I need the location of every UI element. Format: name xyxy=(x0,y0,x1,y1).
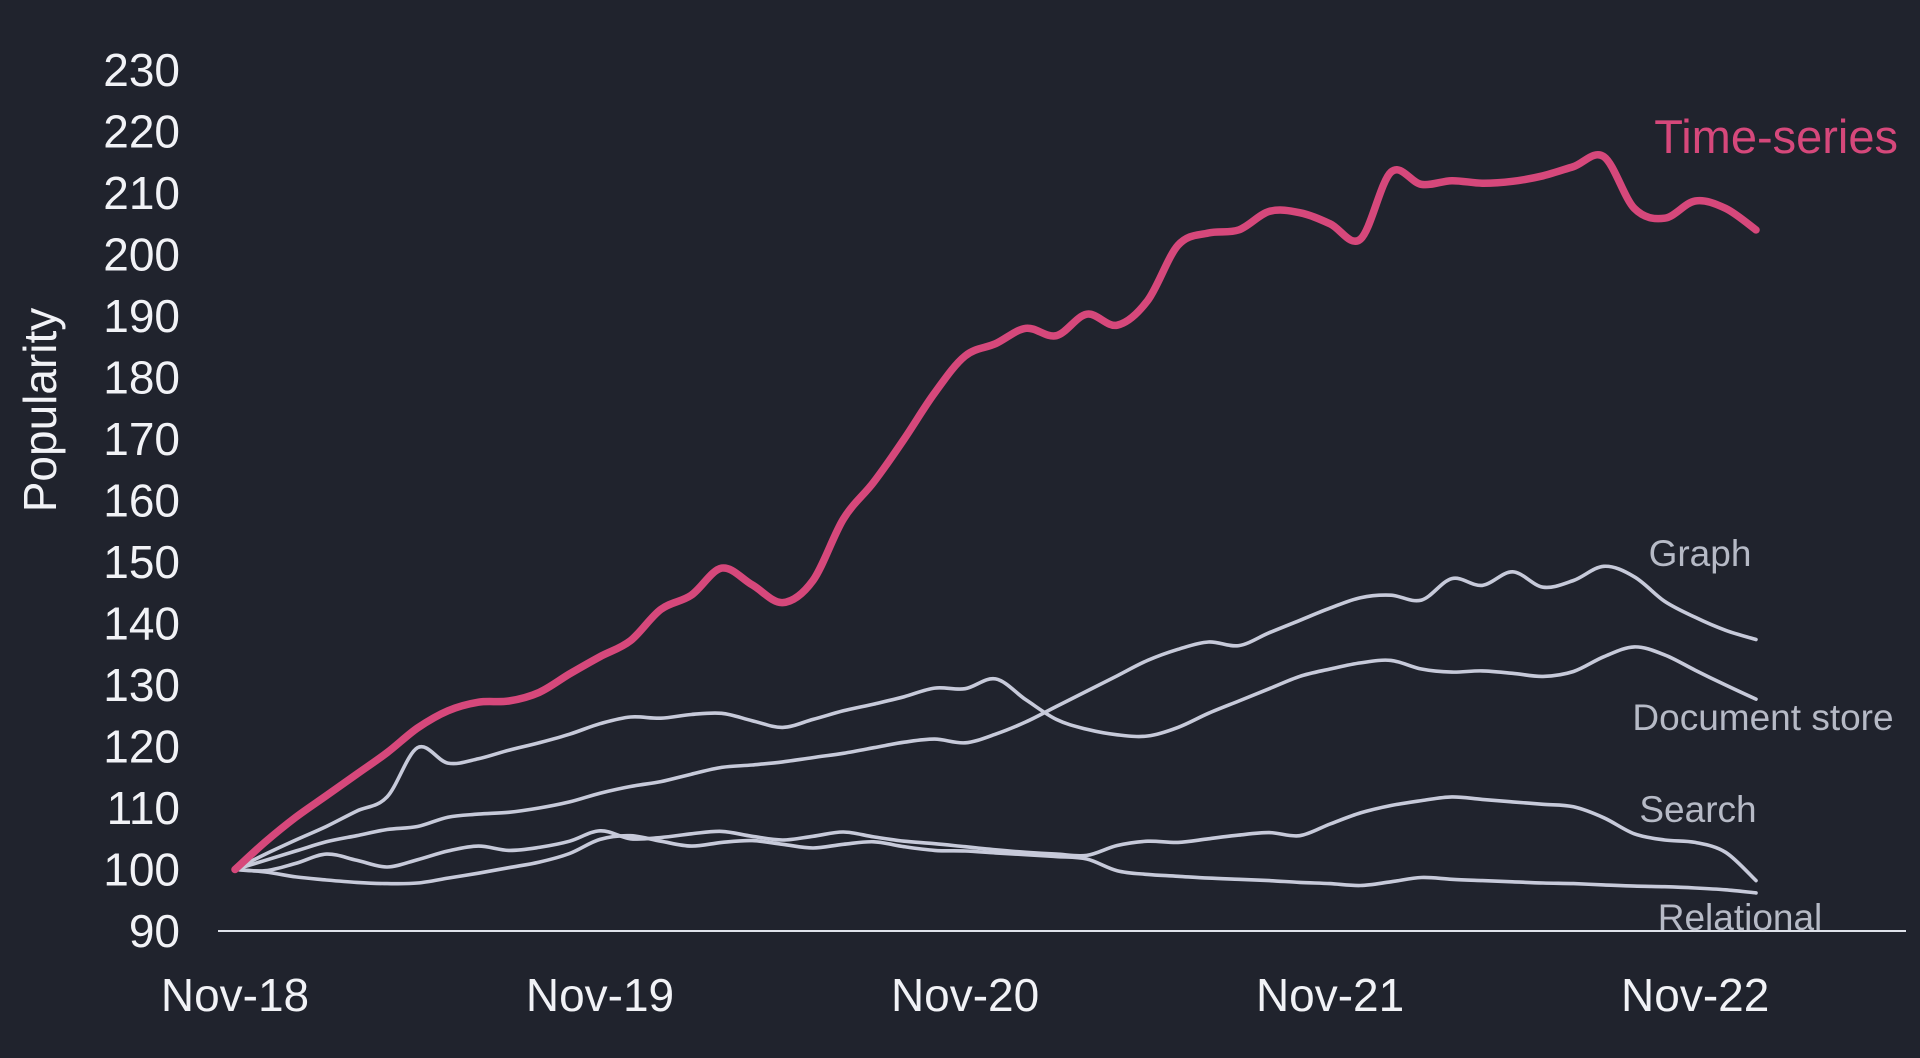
x-tick-label: Nov-20 xyxy=(891,969,1039,1021)
y-axis-title: Popularity xyxy=(14,308,66,513)
y-tick-label: 170 xyxy=(103,413,180,465)
x-tick-label: Nov-21 xyxy=(1256,969,1404,1021)
document-store-line xyxy=(233,645,1758,872)
timeseries-line xyxy=(231,151,1760,874)
y-tick-label: 220 xyxy=(103,106,180,158)
relational-label: Relational xyxy=(1658,897,1823,938)
y-tick-label: 90 xyxy=(129,905,180,957)
y-tick-label: 140 xyxy=(103,598,180,650)
document-store-label: Document store xyxy=(1632,697,1893,738)
series-labels: Graph Document store Search Relational Time-… xyxy=(1632,110,1898,938)
graph-line xyxy=(233,564,1758,872)
y-tick-label: 210 xyxy=(103,167,180,219)
relational-line xyxy=(233,833,1758,895)
y-tick-label: 190 xyxy=(103,290,180,342)
y-tick-label: 120 xyxy=(103,721,180,773)
y-tick-label: 100 xyxy=(103,844,180,896)
y-tick-label: 110 xyxy=(107,782,180,834)
y-tick-label: 180 xyxy=(103,352,180,404)
search-line xyxy=(233,795,1758,883)
search-label: Search xyxy=(1639,789,1756,830)
timeseries-label: Time-series xyxy=(1654,110,1898,163)
x-tick-label: Nov-18 xyxy=(161,969,309,1021)
y-tick-label: 230 xyxy=(103,44,180,96)
y-tick-label: 150 xyxy=(103,536,180,588)
graph-label: Graph xyxy=(1649,533,1752,574)
x-tick-label: Nov-22 xyxy=(1621,969,1769,1021)
y-tick-label: 200 xyxy=(103,229,180,281)
y-tick-label: 160 xyxy=(103,475,180,527)
y-axis-tick-labels: 230 220 210 200 190 180 170 160 150 140 130 120 110 1… xyxy=(103,44,180,957)
y-tick-label: 130 xyxy=(103,659,180,711)
x-tick-label: Nov-19 xyxy=(526,969,674,1021)
x-axis-tick-labels: Nov-18 Nov-19 Nov-20 Nov-21 Nov-22 xyxy=(161,969,1769,1021)
series-lines xyxy=(231,151,1760,895)
